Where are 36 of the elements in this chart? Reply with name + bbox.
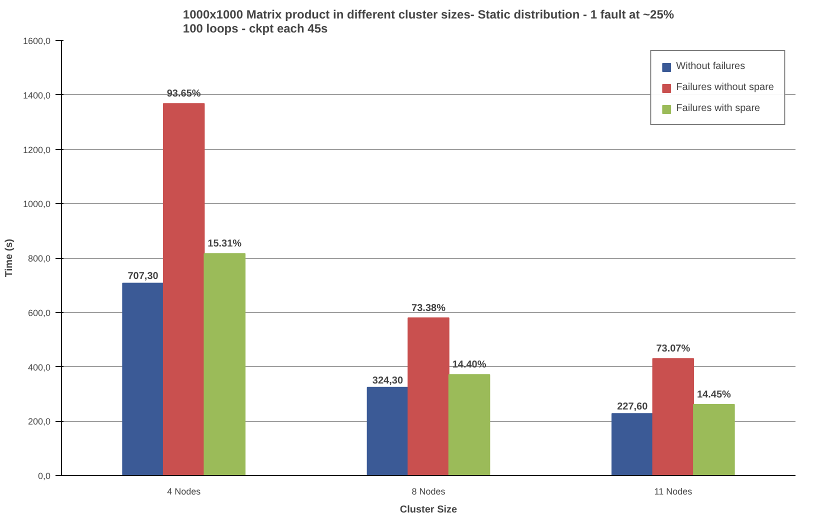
data-label: 227,60 (617, 402, 648, 413)
y-tick-label: 800,0 (28, 254, 51, 264)
legend-label: Failures with spare (676, 103, 760, 114)
bar (162, 103, 205, 476)
x-tick-label: 8 Nodes (412, 486, 446, 496)
bar (612, 413, 654, 476)
y-tick-label: 200,0 (28, 416, 51, 427)
y-tick-label: 1400,0 (22, 90, 51, 100)
chart-title: 1000x1000 Matrix product in different cluster sizes- Static distribution - 1 fault at ~25% 100 loops - ckpt each 45s (182, 8, 674, 36)
annotation: 73.07% (656, 344, 690, 355)
bar (448, 374, 490, 476)
y-tick-label: 1000,0 (22, 199, 51, 210)
y-tick-label: 600,0 (28, 308, 51, 318)
legend-label: Failures without spare (676, 82, 774, 93)
y-tick-label: 1600,0 (22, 36, 51, 46)
x-tick-label: 4 Nodes (167, 486, 202, 496)
bar (204, 253, 246, 476)
x-tick-label: 11 Nodes (654, 486, 693, 496)
bar (366, 386, 409, 476)
data-label: 707,30 (128, 271, 159, 282)
y-tick-label: 1200,0 (22, 144, 51, 155)
y-axis-title: Time (s) (4, 238, 15, 278)
bar (408, 317, 450, 476)
bar (693, 404, 735, 476)
bar (652, 358, 694, 476)
annotation: 73.38% (412, 302, 446, 314)
data-label: 324,30 (372, 375, 404, 386)
annotation: 14.40% (452, 360, 486, 371)
y-tick-label: 0,0 (38, 471, 51, 481)
y-tick-label: 400,0 (28, 362, 51, 372)
annotation: 14.45% (696, 390, 732, 401)
x-axis-title: Cluster Size (400, 504, 458, 516)
legend-label: Without failures (676, 61, 746, 72)
annotation: 15.31% (208, 238, 242, 250)
bar (122, 282, 164, 476)
annotation: 93.65% (166, 88, 201, 100)
